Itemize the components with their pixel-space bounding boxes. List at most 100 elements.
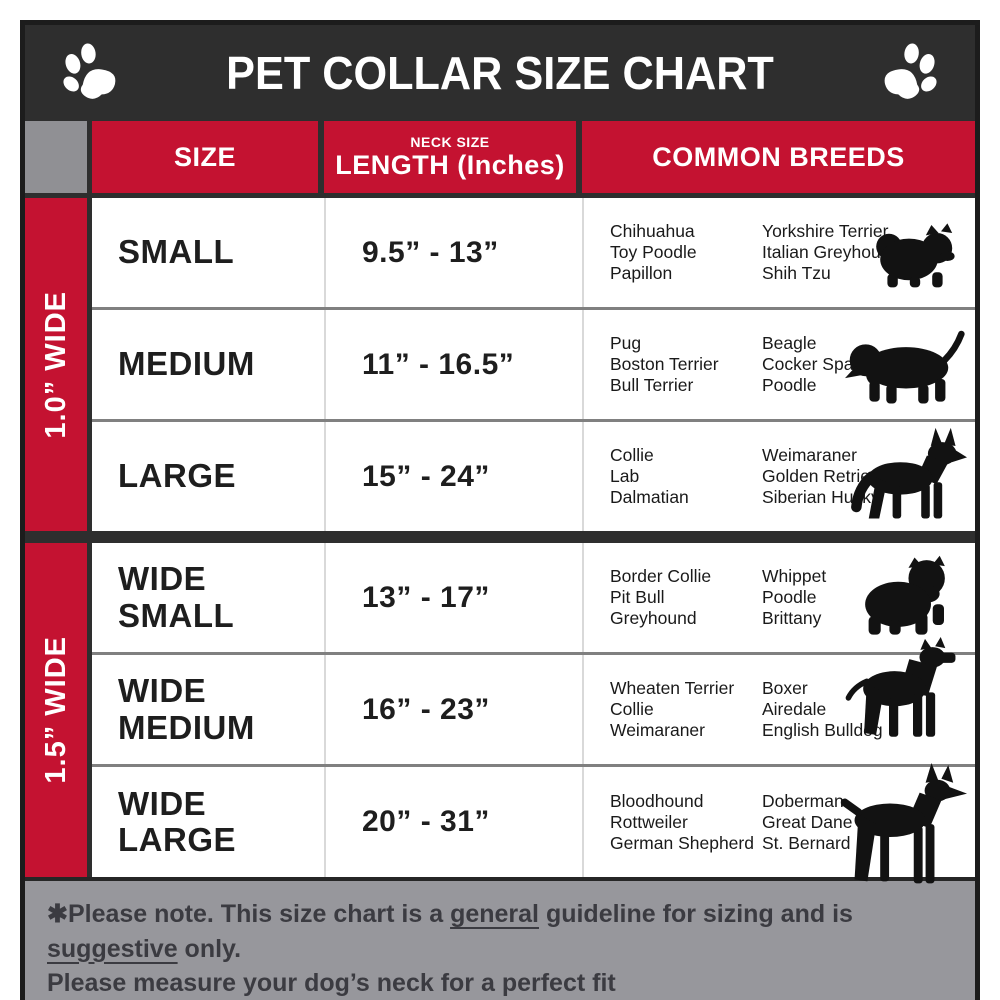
table-row: WIDE SMALL 13” - 17” Border Collie Pit B… — [92, 543, 975, 652]
column-header-breeds: COMMON BREEDS — [582, 121, 975, 193]
neck-range: 15” - 24” — [362, 459, 490, 493]
breed-name: Pit Bull — [610, 587, 665, 607]
bulldog-icon — [853, 554, 957, 641]
breeds-column-2: Weimaraner Golden Retriever Siberian Hus… — [762, 445, 940, 508]
size-label: MEDIUM — [118, 345, 255, 383]
breed-name: Bull Terrier — [610, 375, 694, 395]
table-main: SIZE NECK SIZE LENGTH (Inches) COMMON BR… — [92, 121, 975, 884]
table-row: MEDIUM 11” - 16.5” Pug Boston Terrier Bu… — [92, 307, 975, 419]
breeds-column-2: Yorkshire Terrier Italian Greyhound Shih… — [762, 221, 940, 284]
width-section-column: 1.0” WIDE 1.5” WIDE — [25, 121, 92, 877]
size-label: LARGE — [118, 457, 236, 495]
breed-name: Italian Greyhound — [762, 242, 901, 262]
size-label: WIDE LARGE — [118, 784, 236, 858]
breeds-cell: Border Collie Pit Bull Greyhound Whippet… — [582, 543, 975, 652]
neck-size-subheader: NECK SIZE — [410, 134, 490, 150]
breed-name: Dalmatian — [610, 487, 689, 507]
breed-name: Great Dane — [762, 811, 853, 832]
breed-name: Brittany — [762, 608, 822, 628]
breeds-column-2: Whippet Poodle Brittany — [762, 566, 940, 629]
breed-name: Weimaraner — [610, 720, 705, 740]
paw-print-icon — [55, 40, 127, 106]
breeds-cell: Wheaten Terrier Collie Weimaraner Boxer … — [582, 637, 975, 764]
breed-name: German Shepherd — [610, 832, 754, 853]
breed-name: Greyhound — [610, 608, 697, 628]
note-text: guideline for sizing and is — [539, 900, 853, 928]
size-cell: SMALL — [92, 198, 324, 307]
neck-range: 16” - 23” — [362, 692, 490, 726]
section-stripe-1-5in: 1.5” WIDE — [25, 543, 87, 877]
breed-name: Whippet — [762, 566, 827, 586]
note-line-2: Please measure your dog’s neck for a per… — [47, 969, 616, 997]
column-header-size: SIZE — [92, 121, 318, 193]
breed-name: Shih Tzu — [762, 263, 831, 283]
neck-range-cell: 13” - 17” — [324, 543, 582, 652]
breeds-column-1: Collie Lab Dalmatian — [610, 445, 762, 508]
breed-name: Lab — [610, 466, 640, 486]
size-label: WIDE MEDIUM — [118, 672, 255, 746]
length-header-label: LENGTH (Inches) — [335, 150, 565, 180]
corner-box — [25, 121, 87, 193]
pit-bull-icon — [841, 637, 961, 748]
table-row: WIDE MEDIUM 16” - 23” Wheaten Terrier Co… — [92, 637, 975, 764]
neck-range-cell: 15” - 24” — [324, 422, 582, 531]
breed-name: Papillon — [610, 263, 673, 283]
neck-range-cell: 9.5” - 13” — [324, 198, 582, 307]
breeds-cell: Chihuahua Toy Poodle Papillon Yorkshire … — [582, 198, 975, 307]
neck-range: 13” - 17” — [362, 580, 490, 614]
section-label: 1.0” WIDE — [39, 290, 72, 439]
note-underlined-word: general — [450, 900, 539, 928]
doberman-icon — [821, 763, 969, 891]
table-rows: SMALL 9.5” - 13” Chihuahua Toy Poodle Pa… — [92, 198, 975, 884]
breeds-cell: Bloodhound Rottweiler German Shepherd Do… — [582, 763, 975, 884]
breed-name: Pug — [610, 333, 642, 353]
breed-name: Collie — [610, 445, 654, 465]
small-fluffy-dog-icon — [865, 213, 961, 293]
table-body: 1.0” WIDE 1.5” WIDE SIZE NECK SIZE LENGT… — [25, 121, 975, 884]
breed-name: Beagle — [762, 333, 817, 353]
neck-range-cell: 20” - 31” — [324, 767, 582, 877]
size-cell: WIDE MEDIUM — [92, 655, 324, 764]
breed-name: St. Bernard — [762, 832, 851, 853]
table-header-row: SIZE NECK SIZE LENGTH (Inches) COMMON BR… — [92, 121, 975, 193]
breeds-column-1: Chihuahua Toy Poodle Papillon — [610, 221, 762, 284]
page-title: PET COLLAR SIZE CHART — [226, 47, 774, 99]
note-text: Please note. This size chart is a — [67, 900, 451, 928]
breed-name: Poodle — [762, 375, 817, 395]
note-line-1: ✱Please note. This size chart is a gener… — [47, 897, 953, 966]
neck-range: 20” - 31” — [362, 805, 490, 838]
breeds-column-1: Bloodhound Rottweiler German Shepherd — [610, 791, 762, 854]
breed-name: Bloodhound — [610, 790, 704, 811]
breed-name: Poodle — [762, 587, 817, 607]
breeds-column-1: Wheaten Terrier Collie Weimaraner — [610, 678, 762, 741]
section-separator — [92, 531, 975, 543]
breed-name: Toy Poodle — [610, 242, 697, 262]
column-header-length: NECK SIZE LENGTH (Inches) — [324, 121, 576, 193]
table-row: LARGE 15” - 24” Collie Lab Dalmatian Wei… — [92, 419, 975, 531]
size-cell: WIDE LARGE — [92, 767, 324, 877]
german-shepherd-icon — [843, 425, 967, 530]
breed-name: Border Collie — [610, 566, 712, 586]
breeds-column-2: Boxer Airedale English Bulldog — [762, 678, 940, 741]
breed-name: Rottweiler — [610, 811, 688, 832]
breed-name: Yorkshire Terrier — [762, 221, 889, 241]
breed-name: Boston Terrier — [610, 354, 719, 374]
breed-name: English Bulldog — [762, 720, 883, 740]
dachshund-icon — [845, 319, 967, 413]
breeds-column-1: Pug Boston Terrier Bull Terrier — [610, 333, 762, 396]
chart-frame: PET COLLAR SIZE CHART 1.0” WIDE 1.5” WID… — [20, 20, 980, 1000]
size-label: WIDE SMALL — [118, 560, 235, 634]
section-stripe-1in: 1.0” WIDE — [25, 198, 87, 531]
note-text: only. — [177, 934, 242, 963]
neck-range: 11” - 16.5” — [362, 347, 515, 381]
breeds-cell: Pug Boston Terrier Bull Terrier Beagle C… — [582, 310, 975, 419]
size-cell: WIDE SMALL — [92, 543, 324, 652]
size-cell: LARGE — [92, 422, 324, 531]
section-label: 1.5” WIDE — [39, 636, 72, 784]
title-bar: PET COLLAR SIZE CHART — [25, 25, 975, 121]
table-row: WIDE LARGE 20” - 31” Bloodhound Rottweil… — [92, 763, 975, 884]
size-label: SMALL — [118, 233, 235, 271]
breed-name: Siberian Husky — [762, 487, 880, 507]
breeds-column-1: Border Collie Pit Bull Greyhound — [610, 566, 762, 629]
